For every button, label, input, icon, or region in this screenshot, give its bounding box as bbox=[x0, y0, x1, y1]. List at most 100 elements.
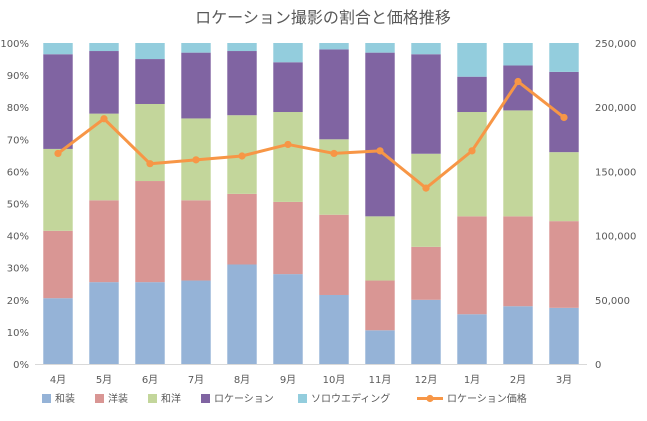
bar-segment bbox=[365, 43, 395, 53]
bar-segment bbox=[549, 307, 579, 364]
bar-segment bbox=[135, 282, 165, 364]
legend: 和装 洋装 和洋 ロケーション ソロウエディング ロケーション価格 bbox=[42, 392, 527, 405]
bar-segment bbox=[365, 52, 395, 217]
y-axis-tick-label: 40% bbox=[7, 232, 29, 243]
bar-segment bbox=[273, 274, 303, 364]
legend-swatch bbox=[298, 394, 307, 403]
price-point bbox=[560, 113, 568, 122]
bar-segment bbox=[503, 43, 533, 66]
bar-segment bbox=[273, 201, 303, 275]
bar-segment bbox=[181, 280, 211, 364]
bar-segment bbox=[319, 294, 349, 364]
legend-line-marker bbox=[426, 394, 434, 403]
bar-segment bbox=[411, 43, 441, 55]
price-line bbox=[57, 80, 565, 190]
bar-segment bbox=[457, 314, 487, 364]
legend-swatch bbox=[95, 394, 104, 403]
bar-segment bbox=[457, 216, 487, 315]
price-point bbox=[422, 184, 430, 192]
legend-label: ロケーション bbox=[214, 393, 274, 405]
y-axis-tick-label: 80% bbox=[7, 103, 29, 114]
bar-segment bbox=[181, 43, 211, 53]
chart-title: ロケーション撮影の割合と価格推移 bbox=[195, 8, 451, 27]
bar-segment bbox=[503, 110, 533, 217]
legend-label: 洋装 bbox=[108, 392, 128, 405]
price-point bbox=[238, 152, 246, 160]
bar-segment bbox=[89, 51, 119, 114]
legend-swatch bbox=[42, 394, 51, 403]
bar-segment bbox=[135, 43, 165, 60]
y-axis-tick-label: 100% bbox=[0, 39, 29, 50]
legend-label: 和装 bbox=[55, 392, 75, 405]
bar-segment bbox=[43, 298, 73, 364]
x-axis-tick-label: 10月 bbox=[323, 374, 346, 386]
price-point bbox=[330, 149, 338, 158]
x-axis-tick-label: 4月 bbox=[50, 374, 66, 386]
x-axis-tick-label: 6月 bbox=[142, 374, 158, 386]
x-axis-tick-label: 2月 bbox=[510, 374, 526, 386]
bar-segment bbox=[457, 76, 487, 113]
legend-label: ロケーション価格 bbox=[447, 392, 527, 405]
bar-segment bbox=[319, 49, 349, 140]
legend-swatch bbox=[201, 394, 210, 403]
price-point bbox=[514, 77, 522, 86]
price-point bbox=[284, 140, 292, 149]
bar-segment bbox=[227, 43, 257, 52]
bar-segment bbox=[411, 246, 441, 300]
x-axis-tick-label: 1月 bbox=[464, 374, 480, 386]
bar-segment bbox=[43, 148, 73, 231]
bar-segment bbox=[365, 216, 395, 281]
bar-segment bbox=[227, 51, 257, 116]
bar-segment bbox=[411, 153, 441, 247]
bar-segment bbox=[135, 59, 165, 104]
legend-label: ソロウエディング bbox=[311, 392, 390, 405]
price-point bbox=[54, 149, 62, 158]
y-axis-tick-label: 30% bbox=[7, 264, 29, 275]
y-axis-tick-label: 20% bbox=[7, 296, 29, 307]
bar-segment bbox=[43, 54, 73, 149]
y-axis-tick-label: 90% bbox=[7, 71, 29, 82]
bar-segment bbox=[227, 264, 257, 364]
bar-segment bbox=[503, 306, 533, 364]
x-axis-tick-label: 3月 bbox=[556, 374, 572, 386]
price-point bbox=[376, 147, 384, 155]
price-point bbox=[192, 156, 200, 164]
bar-segment bbox=[273, 43, 303, 63]
bar-segment bbox=[549, 152, 579, 222]
legend-swatch bbox=[148, 394, 157, 403]
secondary-y-axis-tick-label: 100,000 bbox=[595, 232, 636, 243]
secondary-y-axis-tick-label: 50,000 bbox=[595, 296, 630, 307]
bar-segment bbox=[273, 112, 303, 202]
y-axis-tick-label: 10% bbox=[7, 328, 29, 339]
bar-segment bbox=[273, 62, 303, 113]
y-axis-tick-label: 0% bbox=[13, 360, 29, 371]
bar-segment bbox=[227, 193, 257, 265]
bar-segment bbox=[549, 43, 579, 72]
price-point bbox=[100, 115, 108, 123]
bar-segment bbox=[181, 200, 211, 281]
x-axis-tick-label: 5月 bbox=[96, 374, 112, 386]
plot-area: 0% 10% 20% 30% 40% 50% 60% 70% 80% 90% 100% 0 50,000… bbox=[0, 39, 636, 386]
x-axis-tick-label: 12月 bbox=[415, 374, 438, 386]
x-axis-tick-label: 9月 bbox=[280, 374, 296, 386]
x-axis-tick-label: 7月 bbox=[188, 374, 204, 386]
bar-segment bbox=[365, 330, 395, 364]
bar-segment bbox=[411, 299, 441, 364]
price-point bbox=[468, 147, 476, 155]
secondary-y-axis-tick-label: 200,000 bbox=[595, 103, 636, 114]
bar-segment bbox=[549, 71, 579, 153]
bar-segment bbox=[89, 43, 119, 52]
bar-segment bbox=[411, 54, 441, 154]
bar-segment bbox=[89, 200, 119, 283]
bar-segment bbox=[135, 181, 165, 283]
y-axis-tick-label: 70% bbox=[7, 135, 29, 146]
x-axis-tick-label: 8月 bbox=[234, 374, 250, 386]
bar-segment bbox=[89, 282, 119, 364]
secondary-y-axis-tick-label: 250,000 bbox=[595, 39, 636, 50]
bar-segment bbox=[43, 230, 73, 299]
y-axis-tick-label: 50% bbox=[7, 200, 29, 211]
bar-segment bbox=[319, 214, 349, 295]
bar-segment bbox=[549, 221, 579, 308]
